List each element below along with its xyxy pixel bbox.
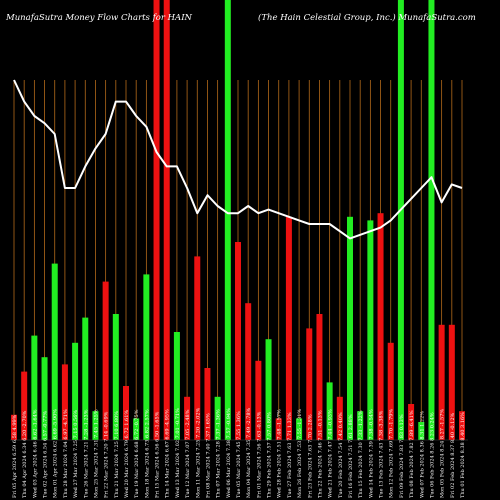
money-flow-bar: [41, 357, 48, 440]
money-flow-bar: [61, 364, 68, 440]
x-tick-label: Fri 23 Feb 2024 7.63 7.70 2.28%: [307, 414, 313, 498]
money-flow-bar: [245, 303, 252, 440]
money-flow-bar: [153, 0, 160, 440]
x-tick-label: Tue 27 Feb 2024 7.63 7.71 1.33%: [287, 412, 293, 498]
money-flow-bar: [21, 371, 28, 440]
money-flow-bar: [377, 213, 384, 440]
price-line-series: [13, 79, 463, 240]
money-flow-bar: [255, 360, 262, 440]
x-tick-label: Thu 07 Mar 2024 7.28 7.37 -1.36%: [216, 409, 222, 498]
x-tick-label: Thu 21 Mar 2024 7.25 7.10 6.80%: [114, 411, 120, 498]
money-flow-bar: [306, 328, 313, 440]
money-flow-bar: [367, 220, 374, 440]
x-tick-label: Mon 01 Apr 2024 6.62 6.69 -5.90%: [53, 409, 59, 498]
money-flow-bar: [265, 339, 272, 440]
money-flow-bar: [163, 0, 170, 440]
x-tick-label: Mon 26 Feb 2024 7.53 7.55 -1.31%: [297, 409, 303, 498]
money-flow-bar: [235, 242, 241, 440]
x-tick-label: Fri 02 Feb 2024 8.37 8.40 -0.12%: [450, 412, 456, 498]
money-flow-bar: [224, 0, 231, 440]
money-flow-bar: [448, 324, 455, 440]
x-tick-label: Tue 13 Feb 2024 7.43 7.38 -3.38%: [379, 410, 385, 498]
x-tick-label: Mon 25 Mar 2024 7.31 7.45 1.25%: [93, 409, 99, 498]
money-flow-bar: [387, 342, 394, 440]
x-tick-label: Tue 06 Feb 2024 8.26 8.23 0.24%: [429, 412, 435, 498]
x-tick-label: Tue 19 Mar 2024 6.68 6.72 -0.75%: [134, 409, 140, 498]
x-tick-label: Thu 28 Mar 2024 7.04 6.97 -4.71%: [63, 409, 69, 498]
x-tick-label: Fri 08 Mar 2024 7.40 7.37 1.65%: [205, 413, 211, 498]
money-flow-bar: [123, 386, 129, 440]
x-tick-label: Tue 02 Apr 2024 6.54 6.57 -0.77%: [43, 411, 49, 498]
x-tick-label: Wed 28 Feb 2024 7.51 7.48 -1.57%: [277, 409, 283, 498]
money-flow-bar: [357, 411, 364, 440]
x-tick-label: Wed 03 Apr 2024 6.46 6.62 -1.64%: [32, 409, 38, 498]
bar-series: [11, 0, 465, 440]
x-tick-label: Mon 05 Feb 2024 8.24 8.27 -1.57%: [440, 409, 446, 498]
x-tick-label: Tue 12 Mar 2024 7.07 7.05 -2.48%: [185, 409, 191, 498]
x-tick-label: Thu 22 Feb 2024 7.46 7.51 -0.13%: [317, 410, 323, 498]
money-flow-bar: [285, 216, 292, 440]
money-flow-bar: [418, 422, 425, 440]
x-tick-label: Thu 04 Apr 2024 6.34 6.20 -2.70%: [22, 410, 28, 498]
money-flow-bar: [347, 216, 353, 440]
x-tick-label: Thu 08 Feb 2024 7.82 7.89 -6.41%: [409, 410, 415, 498]
x-tick-label: Wed 21 Feb 2024 7.47 7.44 -0.93%: [328, 409, 334, 498]
x-tick-label: Thu 14 Mar 2024 6.67 6.69 -4.95%: [165, 409, 171, 498]
x-tick-label: Tue 05 Mar 2024 7.45 7.55 1.36%: [236, 411, 242, 498]
x-tick-label: Mon 12 Feb 2024 7.69 7.70 -1.79%: [389, 409, 395, 498]
money-flow-bar: [92, 411, 99, 440]
x-tick-label: Mon 11 Mar 2024 7.25 7.20 -2.02%: [195, 407, 201, 498]
money-flow-bar: [326, 382, 333, 440]
x-tick-label: Fri 16 Feb 2024 7.51 7.61 2.88%: [348, 414, 354, 498]
x-tick-label: Fri 15 Mar 2024 6.56 6.50 -1.65%: [155, 411, 161, 498]
x-tick-label: Wed 07 Feb 2024 8.36 8.31 1.22%: [419, 411, 425, 498]
x-tick-label: Fri 01 Mar 2024 7.56 7.63 -0.13%: [256, 411, 262, 498]
x-tick-label: Wed 06 Mar 2024 7.38 7.57 -0.94%: [226, 408, 232, 498]
money-flow-bar: [408, 404, 415, 440]
money-flow-bar: [316, 314, 323, 440]
price-line: [13, 79, 463, 240]
x-tick-label: Wed 20 Mar 2024 6.79 6.72 1.61%: [124, 410, 130, 498]
money-flow-bar: [336, 396, 343, 440]
x-tick-label: Mon 18 Mar 2024 6.73 6.82 2.57%: [144, 409, 150, 498]
money-flow-bar: [72, 342, 79, 440]
x-tick-label: Thu 29 Feb 2024 7.57 7.57 0.80%: [267, 412, 273, 498]
x-tick-label: Thu 01 Feb 2024 8.38 8.40 3.16%: [460, 412, 466, 498]
chart-header-right: (The Hain Celestial Group, Inc.) MunafaS…: [258, 12, 476, 23]
x-tick-label: Tue 26 Mar 2024 7.21 7.28 -1.23%: [83, 409, 89, 498]
money-flow-bar: [51, 263, 58, 440]
x-tick-label: Fri 22 Mar 2024 7.20 7.14 -0.69%: [104, 411, 110, 498]
x-axis-tick-labels: Fri 05 Apr 2024 6.59 6.58 4.99% Thu 04 Ap…: [12, 407, 466, 498]
money-flow-bar: [102, 281, 109, 440]
money-flow-bar: [31, 335, 38, 440]
money-flow-bar: [82, 317, 89, 440]
x-tick-label: Tue 20 Feb 2024 7.54 7.42 0.40%: [338, 412, 344, 498]
x-tick-label: Fri 09 Feb 2024 7.83 7.83 0.13%: [399, 414, 405, 498]
money-flow-bar: [214, 396, 221, 440]
money-flow-bar: [275, 418, 282, 440]
x-tick-label: Wed 13 Mar 2024 7.02 7.01 -0.71%: [175, 408, 181, 498]
money-flow-bar: [11, 414, 17, 440]
x-tick-label: Fri 05 Apr 2024 6.59 6.58 4.99%: [12, 414, 18, 498]
money-flow-bar: [173, 332, 180, 440]
chart-header-left: MunafaSutra Money Flow Charts for HAIN: [5, 13, 193, 23]
money-flow-bar: [143, 274, 150, 440]
money-flow-bar: [112, 314, 119, 440]
money-flow-bar: [428, 0, 435, 440]
money-flow-bar: [133, 418, 140, 440]
money-flow-bar: [459, 411, 465, 440]
money-flow-bar: [438, 324, 445, 440]
money-flow-bar: [296, 418, 303, 440]
x-tick-label: Mon 04 Mar 2024 7.35 7.49 -2.78%: [246, 407, 252, 498]
money-flow-bar: [204, 368, 211, 440]
money-flow-bar: [184, 396, 191, 440]
x-tick-label: Thu 15 Feb 2024 7.30 7.33 -1.22%: [358, 410, 364, 498]
money-flow-bar: [397, 0, 404, 440]
x-tick-label: Wed 27 Mar 2024 7.25 7.15 0.56%: [73, 410, 79, 498]
x-tick-label: Wed 14 Feb 2024 7.39 7.38 -0.54%: [368, 409, 374, 498]
money-flow-bar: [194, 256, 201, 440]
